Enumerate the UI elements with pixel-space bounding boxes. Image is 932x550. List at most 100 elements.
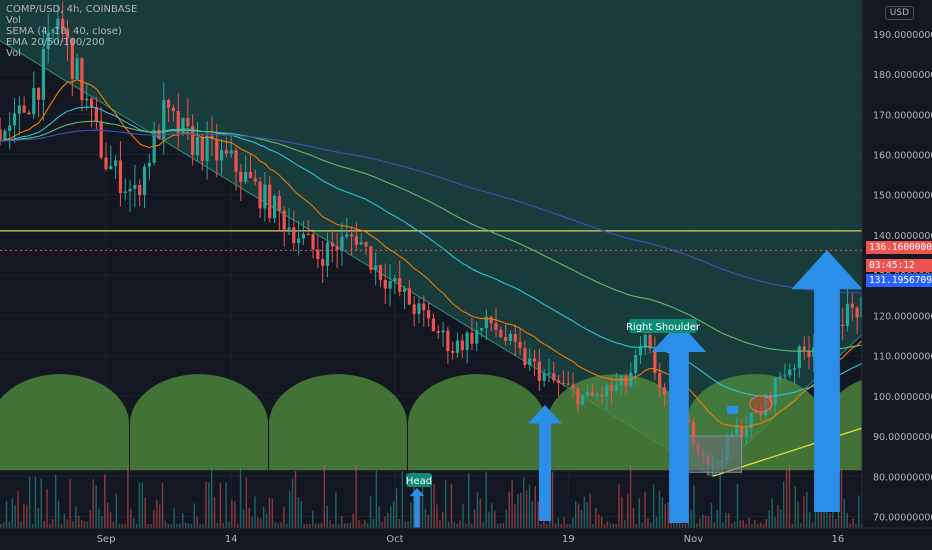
y-tick-label: 170.00000000 [873,110,932,121]
volume-bar [759,522,762,528]
volume-bar [780,509,782,528]
volume-bar [297,497,300,528]
volume-bar [361,524,363,528]
volume-bar [184,522,187,528]
volume-bar [652,484,655,528]
volume-bar [135,523,138,528]
candle-body [528,358,532,366]
volume-bar [78,515,80,528]
candle-body [402,288,407,292]
legend-sema[interactable]: SEMA (4, 18, 40, close) [6,26,122,37]
volume-bar [112,521,115,528]
volume-bar [453,522,456,528]
volume-bar [95,485,97,528]
volume-bar [782,481,785,528]
volume-bar [173,508,175,528]
volume-bar [713,522,716,528]
volume-bar [338,523,340,528]
candle-body [653,348,657,373]
time-axis [0,528,932,550]
volume-bar [811,522,814,528]
candle-body [70,38,74,80]
volume-bar [647,518,649,528]
volume-bar [158,504,161,528]
volume-bar [577,503,580,528]
candle-body [244,171,248,182]
volume-bar [271,498,274,528]
volume-bar [268,497,271,528]
candle-body [658,372,662,388]
volume-bar [768,510,770,528]
volume-bar [346,523,349,528]
legend-vol[interactable]: Vol [6,15,21,26]
volume-bar [583,496,586,528]
volume-bar [517,494,519,528]
candle-body [118,160,123,194]
candle-body [253,178,257,182]
candle-body [316,249,320,260]
volume-bar [0,524,2,528]
candle-body [614,384,618,391]
candle-body [263,184,267,209]
volume-bar [595,507,597,528]
volume-bar [69,478,71,528]
legend-symbol[interactable]: COMP/USD, 4h, COINBASE [6,4,138,15]
candle-body [552,373,556,381]
cycle-arc [269,374,407,471]
candle-body [272,196,277,219]
volume-bar [725,512,727,528]
annotation-label-bg [629,319,697,333]
candle-body [431,318,436,332]
volume-bar [433,483,435,528]
volume-bar [375,470,378,528]
volume-bar [280,522,282,528]
candle-body [345,234,349,237]
candle-body [321,259,325,266]
annotation-label: Head [406,476,432,487]
candle-body [494,323,498,331]
volume-bar [494,511,496,528]
volume-bar [193,503,196,528]
volume-bar [444,480,447,528]
candle-body [744,428,748,437]
volume-bar [751,523,753,528]
candle-body [8,125,12,131]
volume-bar [557,517,560,528]
candle-body [855,307,859,318]
volume-bar [303,523,305,528]
volume-bar [430,484,432,528]
candle-body [354,236,358,245]
candle-body [585,392,590,396]
volume-bar [265,513,268,528]
volume-bar [141,482,144,528]
volume-bar [820,504,822,528]
volume-bar [329,520,331,528]
y-tick-label: 110.00000000 [873,352,932,363]
candle-body [383,279,387,289]
volume-bar [187,523,190,528]
x-tick-label: 19 [562,534,575,545]
candle-body [12,113,17,126]
volume-bar [609,523,612,528]
candle-body [157,129,161,139]
candle-body [32,88,36,115]
cycle-arc [408,374,546,471]
candle-body [340,236,344,250]
volume-bar [476,491,479,528]
legend-vol-2[interactable]: Vol [6,48,21,59]
up-arrow [791,250,863,512]
volume-bar [115,493,118,528]
volume-bar [381,521,383,528]
volume-bar [479,498,482,528]
volume-bar [574,500,577,528]
legend-ema[interactable]: EMA 20/50/100/200 [6,37,105,48]
candle-body [532,358,537,362]
volume-bar [150,523,152,528]
volume-bar [814,500,817,528]
currency-badge[interactable]: USD [884,6,914,20]
volume-bar [520,492,522,528]
volume-bar [352,513,354,528]
candle-body [335,246,339,250]
candle-body [759,412,763,415]
